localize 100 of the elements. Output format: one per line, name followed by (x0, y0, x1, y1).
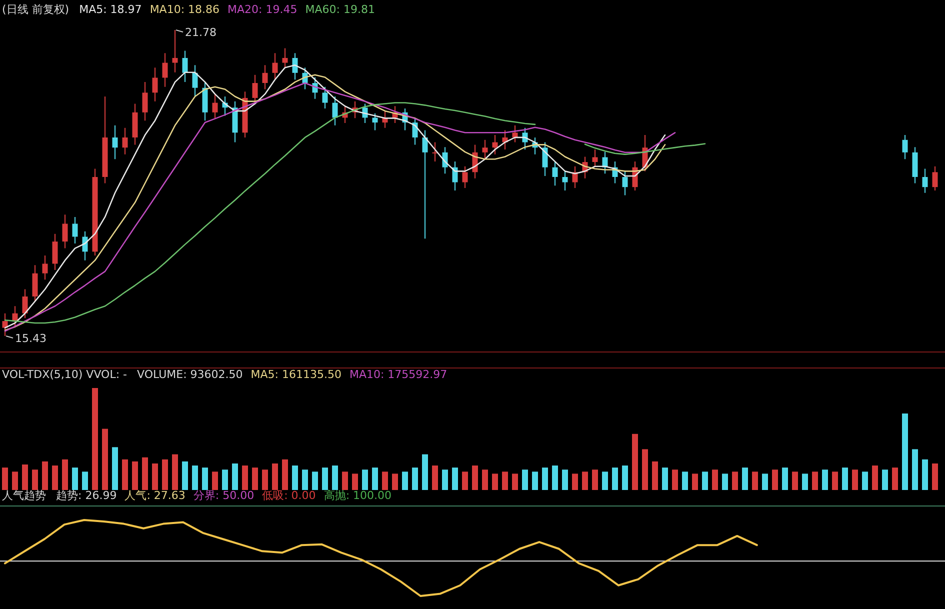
bar (372, 468, 378, 490)
bar (762, 474, 768, 490)
annotation: 人气: 27.63 (124, 489, 186, 502)
candlestick (62, 214, 68, 249)
bar (792, 472, 798, 490)
candlestick (212, 94, 218, 119)
bar (492, 474, 498, 490)
bar (852, 470, 858, 490)
candlestick (542, 142, 548, 177)
candlestick (462, 166, 468, 189)
annotation: 分界: 50.00 (193, 489, 254, 502)
candlestick (492, 134, 498, 155)
bar (652, 461, 658, 490)
candlestick (372, 112, 378, 131)
bar (672, 470, 678, 490)
candlestick (922, 168, 928, 194)
bar (212, 472, 218, 490)
bar (862, 472, 868, 490)
bar (912, 449, 918, 490)
bar (102, 428, 108, 490)
annotation: MA10: 175592.97 (349, 368, 448, 381)
candlestick (272, 52, 278, 80)
bar (182, 461, 188, 490)
annotation: 15.43 (15, 332, 46, 345)
bar (332, 466, 338, 490)
bar (922, 459, 928, 490)
bar (632, 434, 638, 490)
bar (582, 472, 588, 490)
bar (612, 468, 618, 490)
bar (302, 470, 308, 490)
bar (742, 468, 748, 490)
bar (52, 466, 58, 490)
bar (222, 470, 228, 490)
candlestick (262, 64, 268, 90)
candlestick (622, 170, 628, 196)
bar (482, 470, 488, 490)
bar (512, 474, 518, 490)
candlestick (172, 30, 178, 73)
bar (592, 470, 598, 490)
bar (292, 466, 298, 490)
bar (872, 466, 878, 490)
bar (112, 447, 118, 490)
bar (682, 472, 688, 490)
bar (142, 457, 148, 490)
candlestick (192, 64, 198, 97)
bar (722, 474, 728, 490)
bar (42, 461, 48, 490)
bar (72, 468, 78, 490)
bar (562, 470, 568, 490)
candlestick (182, 50, 188, 83)
candlestick (142, 82, 148, 122)
legend: MA60: 19.81 (305, 3, 375, 16)
bar (422, 454, 428, 490)
bar (172, 454, 178, 490)
candlestick (282, 48, 288, 68)
bar (282, 459, 288, 490)
candlestick (22, 288, 28, 319)
candlestick (422, 130, 428, 240)
bar (392, 474, 398, 490)
bar (832, 472, 838, 490)
candlestick (122, 127, 128, 155)
bar (192, 466, 198, 490)
bar (92, 388, 98, 490)
annotation: VOLUME: 93602.50 (137, 368, 243, 381)
bar (262, 470, 268, 490)
bar (162, 459, 168, 490)
bar (362, 470, 368, 490)
bar (712, 470, 718, 490)
candlestick (902, 134, 908, 160)
annotation: 15.43 (6, 332, 46, 345)
bar (522, 470, 528, 490)
candlestick (562, 170, 568, 191)
bar (752, 472, 758, 490)
bar (32, 470, 38, 490)
candlestick (932, 166, 938, 191)
bar (82, 472, 88, 490)
candlestick (602, 151, 608, 174)
bar (472, 466, 478, 490)
title: (日线 前复权) (2, 3, 70, 16)
candlestick (152, 67, 158, 102)
bar (812, 472, 818, 490)
annotation: 高抛: 100.00 (324, 489, 392, 502)
candlestick (292, 52, 298, 80)
candlestick (2, 312, 8, 336)
candlestick (552, 161, 558, 186)
bar (622, 466, 628, 490)
bar (122, 459, 128, 490)
bar (452, 468, 458, 490)
bar (502, 472, 508, 490)
bar (532, 472, 538, 490)
bar (642, 449, 648, 490)
candlestick (512, 124, 518, 143)
bar (12, 472, 18, 490)
bar (352, 474, 358, 490)
bar (442, 470, 448, 490)
candlestick (572, 166, 578, 189)
bar (462, 472, 468, 490)
candlestick (112, 124, 118, 160)
bar (152, 463, 158, 490)
bar (342, 472, 348, 490)
